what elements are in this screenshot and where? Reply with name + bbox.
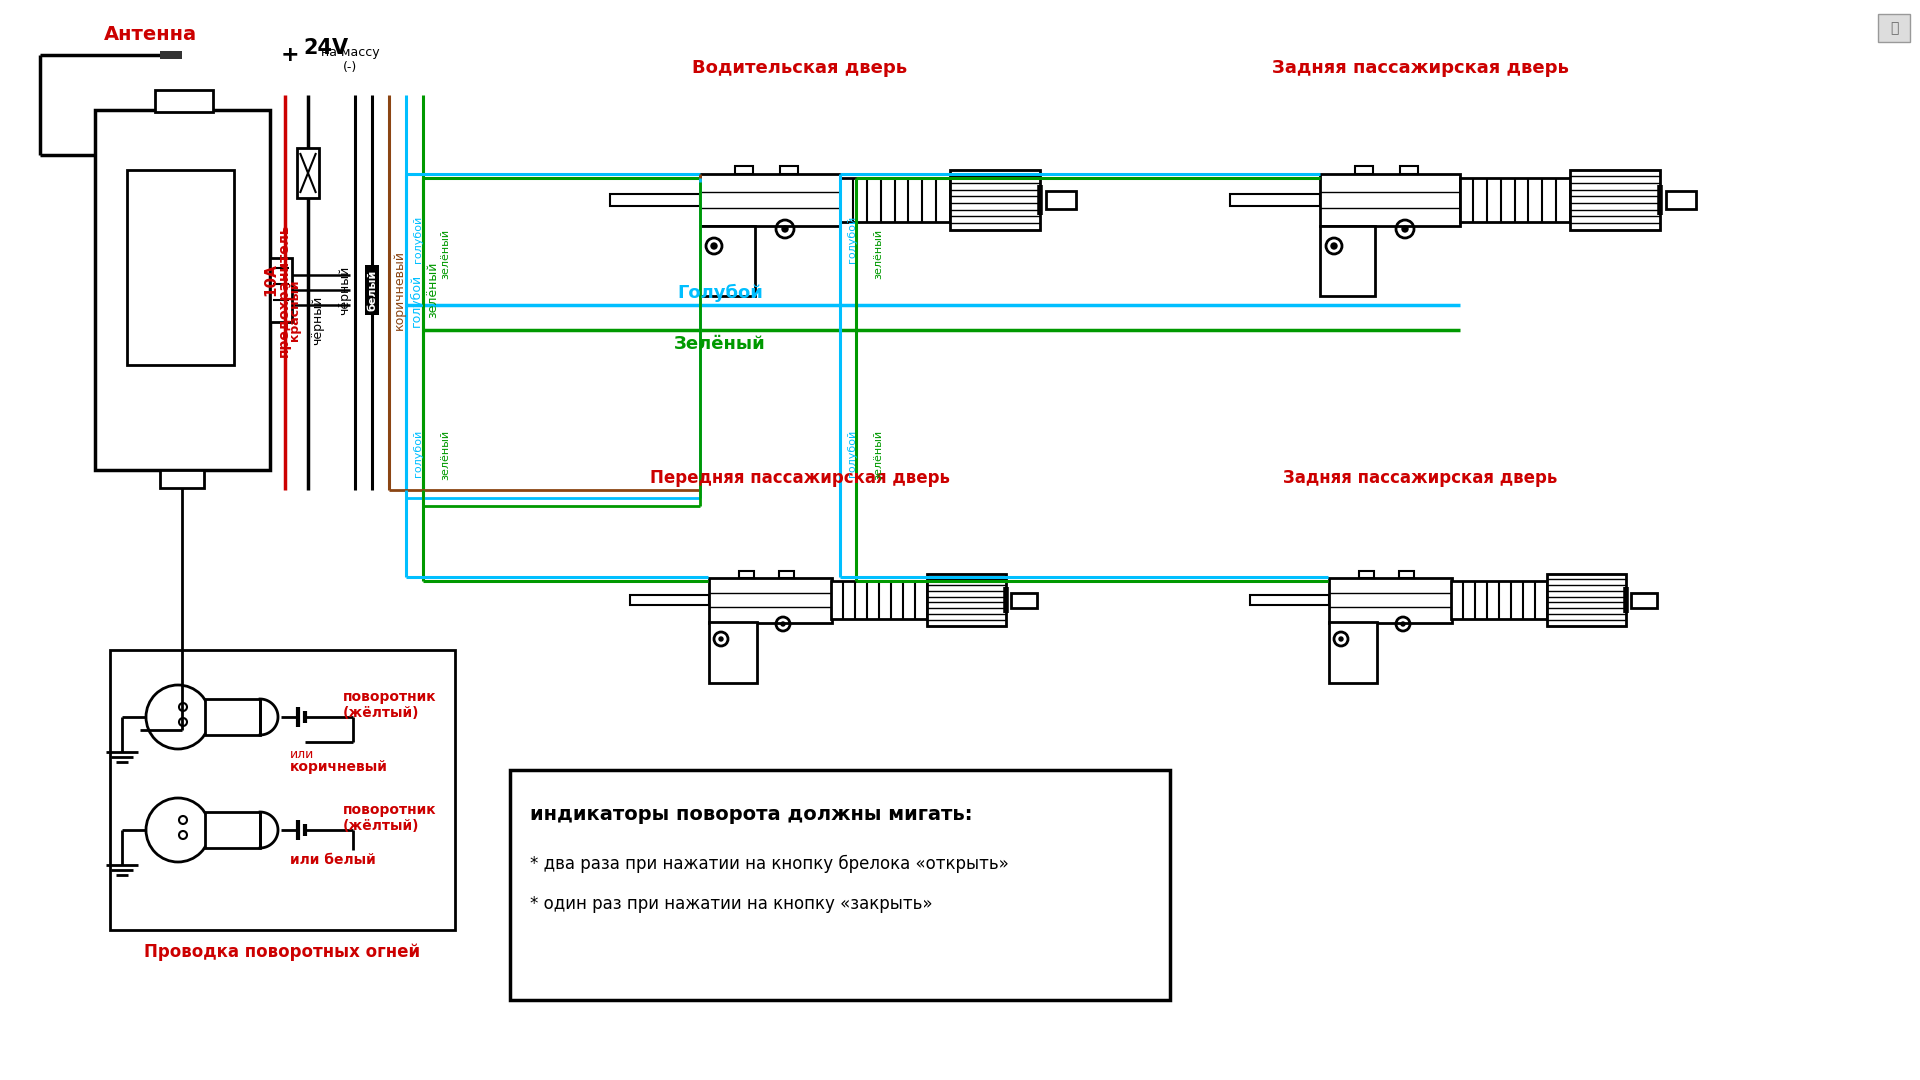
Text: голубой: голубой — [413, 430, 422, 476]
Text: индикаторы поворота должны мигать:: индикаторы поворота должны мигать: — [530, 805, 973, 824]
Bar — [109, 650, 455, 930]
Text: голубой: голубой — [413, 215, 422, 262]
Bar — [708, 578, 831, 623]
Bar — [1878, 14, 1910, 42]
Text: * один раз при нажатии на кнопку «закрыть»: * один раз при нажатии на кнопку «закрыт… — [530, 895, 933, 913]
Bar — [1359, 571, 1375, 578]
Circle shape — [1402, 226, 1407, 232]
Circle shape — [710, 243, 716, 249]
Bar — [205, 699, 259, 735]
Bar — [1231, 194, 1321, 206]
Text: зелёный: зелёный — [426, 261, 440, 319]
Circle shape — [1331, 243, 1336, 249]
Bar — [205, 812, 259, 848]
Circle shape — [1402, 622, 1405, 626]
Text: Зелёный: Зелёный — [674, 335, 766, 353]
Bar — [159, 51, 182, 59]
Bar — [1046, 191, 1075, 210]
Text: белый: белый — [367, 269, 376, 311]
Bar — [950, 170, 1041, 230]
Bar — [1459, 178, 1571, 222]
Bar — [780, 571, 795, 578]
Text: зелёный: зелёный — [440, 430, 449, 481]
Bar — [701, 174, 841, 226]
Text: Задняя пассажирская дверь: Задняя пассажирская дверь — [1271, 59, 1569, 77]
Bar — [831, 581, 927, 619]
Text: или: или — [290, 747, 315, 760]
Bar — [735, 166, 753, 174]
Text: поворотник: поворотник — [344, 804, 436, 816]
Bar — [1321, 174, 1459, 226]
Text: коричневый: коричневый — [392, 249, 405, 330]
Text: голубой: голубой — [847, 430, 856, 476]
Bar — [1667, 191, 1695, 210]
Text: поворотник: поворотник — [344, 690, 436, 704]
Bar — [127, 170, 234, 365]
Text: на массу
(-): на массу (-) — [321, 46, 380, 75]
Bar — [841, 178, 950, 222]
Bar — [1452, 581, 1548, 619]
Circle shape — [1338, 637, 1342, 642]
Text: 10А: 10А — [263, 264, 278, 296]
Text: Проводка поворотных огней: Проводка поворотных огней — [144, 943, 420, 961]
Bar — [511, 770, 1169, 1000]
Text: +: + — [280, 45, 300, 65]
Bar — [1548, 573, 1626, 626]
Text: Голубой: Голубой — [678, 284, 762, 302]
Bar — [1329, 578, 1452, 623]
Text: зелёный: зелёный — [874, 430, 883, 481]
Circle shape — [781, 622, 785, 626]
Bar — [1321, 226, 1375, 296]
Bar — [1250, 595, 1329, 605]
Text: чёрный: чёрный — [311, 295, 324, 345]
Text: (жёлтый): (жёлтый) — [344, 706, 419, 720]
Bar — [1630, 593, 1657, 608]
Bar — [1356, 166, 1373, 174]
Text: Водительская дверь: Водительская дверь — [693, 59, 908, 77]
Bar — [611, 194, 701, 206]
Text: (жёлтый): (жёлтый) — [344, 819, 419, 833]
Bar — [1012, 593, 1037, 608]
Text: зелёный: зелёный — [874, 229, 883, 279]
Bar — [1571, 170, 1661, 230]
Bar — [298, 148, 319, 198]
Text: голубой: голубой — [847, 215, 856, 262]
Bar — [780, 166, 799, 174]
Text: или белый: или белый — [290, 853, 376, 867]
Text: чёрный: чёрный — [338, 266, 351, 314]
Bar — [159, 470, 204, 488]
Text: ⤢: ⤢ — [1889, 21, 1899, 35]
Bar — [708, 622, 756, 683]
Text: красный: красный — [288, 280, 301, 341]
Bar — [630, 595, 708, 605]
Bar — [271, 258, 292, 322]
Text: предохранитель: предохранитель — [276, 224, 292, 356]
Bar — [739, 571, 755, 578]
Text: Антенна: Антенна — [104, 26, 196, 44]
Bar — [1329, 622, 1377, 683]
Circle shape — [718, 637, 724, 642]
Bar — [156, 90, 213, 112]
Text: зелёный: зелёный — [440, 229, 449, 279]
Text: 24V: 24V — [303, 38, 349, 58]
Text: коричневый: коричневый — [290, 760, 388, 774]
Text: голубой: голубой — [409, 273, 422, 326]
Text: * два раза при нажатии на кнопку брелока «открыть»: * два раза при нажатии на кнопку брелока… — [530, 855, 1008, 874]
Text: Передняя пассажирская дверь: Передняя пассажирская дверь — [651, 469, 950, 487]
Bar — [1400, 571, 1413, 578]
Bar — [701, 226, 755, 296]
Bar — [365, 265, 378, 315]
Text: Задняя пассажирская дверь: Задняя пассажирская дверь — [1283, 469, 1557, 487]
Circle shape — [781, 226, 787, 232]
Bar — [94, 110, 271, 470]
Bar — [927, 573, 1006, 626]
Bar — [1400, 166, 1419, 174]
